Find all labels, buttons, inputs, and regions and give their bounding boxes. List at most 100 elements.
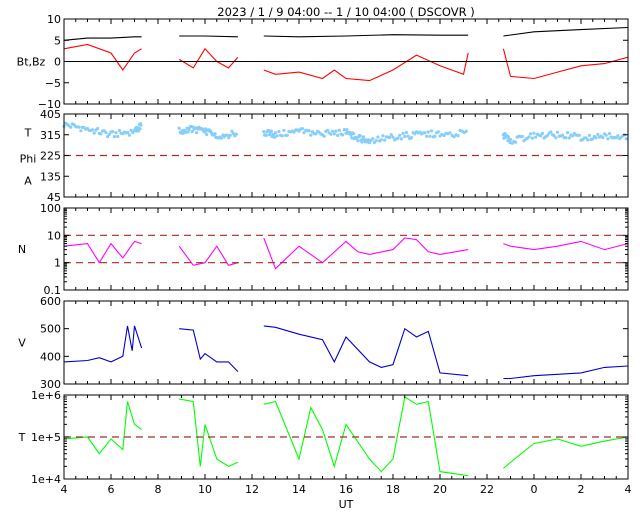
x-tick-label: 14 xyxy=(292,483,306,496)
data-point xyxy=(502,136,506,140)
data-point xyxy=(520,134,524,138)
data-point xyxy=(195,131,199,135)
data-point xyxy=(136,129,141,133)
y-tick-label: 1e+6 xyxy=(31,389,61,402)
data-point xyxy=(203,130,207,134)
data-point xyxy=(426,130,430,134)
x-tick-label: 4 xyxy=(625,483,632,496)
panel-magnetic-field: 10 5 0 −5 −10 Bt,Bz xyxy=(17,13,629,111)
y-tick-label: 0.1 xyxy=(44,284,62,297)
data-point xyxy=(138,127,142,131)
data-point xyxy=(106,135,110,139)
data-point xyxy=(596,132,600,136)
panel-proton-temperature: 1e+6 1e+5 1e+4 T xyxy=(18,389,629,486)
series-bz-magnetic-field xyxy=(63,43,629,82)
data-point xyxy=(322,134,326,138)
x-tick-label: 20 xyxy=(433,483,447,496)
data-point xyxy=(423,131,427,135)
data-point xyxy=(264,133,268,137)
data-point xyxy=(273,135,277,139)
data-point xyxy=(262,130,266,134)
series-line xyxy=(263,237,469,270)
data-point xyxy=(360,140,364,144)
series-phi-temperature-phi xyxy=(62,121,628,145)
data-point xyxy=(104,131,108,135)
series-line xyxy=(179,35,238,38)
y-axis-label: Phi xyxy=(20,153,37,166)
data-point xyxy=(190,129,194,134)
x-tick-label: 12 xyxy=(245,483,259,496)
data-point xyxy=(352,132,356,136)
data-point xyxy=(428,134,432,138)
data-point xyxy=(341,133,345,137)
y-tick-label: 10 xyxy=(47,13,61,26)
data-point xyxy=(302,131,306,135)
data-point xyxy=(409,136,414,140)
series-line xyxy=(503,240,629,251)
data-point xyxy=(314,132,318,136)
x-tick-label: 8 xyxy=(155,483,162,496)
data-point xyxy=(219,136,223,140)
data-point xyxy=(362,135,366,139)
series-line xyxy=(63,43,142,71)
y-tick-label: 225 xyxy=(40,150,61,163)
data-point xyxy=(231,132,235,136)
data-point xyxy=(433,134,437,138)
data-point xyxy=(540,131,545,136)
series-t-proton-temperature xyxy=(63,396,629,477)
data-point xyxy=(389,133,393,137)
x-tick-label: 18 xyxy=(386,483,400,496)
y-tick-label: 5 xyxy=(54,34,61,47)
series-line xyxy=(503,26,629,37)
series-line xyxy=(178,47,239,69)
series-n-density xyxy=(63,237,629,270)
x-tick-label: 10 xyxy=(198,483,212,496)
y-axis-label: N xyxy=(18,243,26,256)
data-point xyxy=(404,130,408,135)
y-axis-label: T xyxy=(18,431,26,444)
data-point xyxy=(399,137,403,141)
data-point xyxy=(587,133,592,137)
data-point xyxy=(345,128,349,132)
data-point xyxy=(560,133,565,137)
data-point xyxy=(381,134,385,138)
data-point xyxy=(564,136,568,140)
y-tick-label: 135 xyxy=(40,170,61,183)
data-point xyxy=(606,137,610,141)
data-point xyxy=(112,135,116,139)
data-point xyxy=(230,129,234,133)
data-point xyxy=(300,127,304,131)
data-point xyxy=(205,132,209,137)
y-tick-label: 10 xyxy=(47,229,61,242)
data-point xyxy=(530,136,534,140)
data-point xyxy=(269,129,273,133)
data-point xyxy=(594,136,598,140)
data-point xyxy=(307,129,311,133)
data-point xyxy=(358,134,362,138)
data-point xyxy=(566,131,570,135)
data-point xyxy=(234,132,238,136)
y-tick-label: −10 xyxy=(38,98,61,111)
data-point xyxy=(539,134,543,138)
data-point xyxy=(508,137,513,142)
data-point xyxy=(116,134,120,139)
data-point xyxy=(111,130,115,134)
data-point xyxy=(624,137,628,141)
data-point xyxy=(79,129,83,133)
data-point xyxy=(139,123,143,127)
panel-velocity: 600 500 400 300 V xyxy=(18,295,629,391)
data-point xyxy=(442,133,446,138)
data-point xyxy=(396,136,400,140)
data-point xyxy=(177,126,181,130)
data-point xyxy=(127,133,132,137)
y-tick-label: 500 xyxy=(40,323,61,336)
data-point xyxy=(577,133,581,137)
data-point xyxy=(379,138,383,142)
data-point xyxy=(591,137,595,141)
data-point xyxy=(356,139,360,143)
data-point xyxy=(413,132,417,136)
data-point xyxy=(186,130,190,134)
x-axis-label: UT xyxy=(339,498,354,511)
y-tick-label: 400 xyxy=(40,350,61,363)
